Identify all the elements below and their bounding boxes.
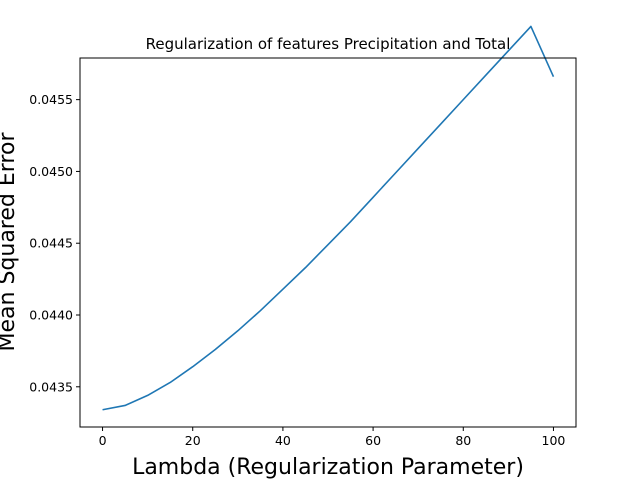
y-axis-ticks: 0.0435 0.0440 0.0445 0.0450 0.0455 — [29, 92, 80, 394]
x-tick-label: 60 — [365, 433, 381, 448]
chart-title: Regularization of features Precipitation… — [146, 35, 511, 53]
plot-marks — [102, 25, 555, 411]
y-tick-label: 0.0440 — [29, 308, 73, 323]
y-tick-label: 0.0435 — [29, 379, 73, 394]
x-axis-ticks: 0 20 40 60 80 100 — [99, 427, 566, 448]
plot-area — [80, 58, 576, 427]
y-axis-label: Mean Squared Error — [0, 132, 20, 352]
series-line — [102, 25, 555, 411]
x-tick-label: 20 — [185, 433, 201, 448]
x-axis-label: Lambda (Regularization Parameter) — [132, 455, 524, 480]
x-tick-label: 100 — [542, 433, 566, 448]
plot-frame — [79, 57, 577, 428]
y-tick-label: 0.0450 — [29, 164, 73, 179]
x-tick-label: 80 — [455, 433, 471, 448]
y-tick-label: 0.0445 — [29, 236, 73, 251]
y-tick-label: 0.0455 — [29, 92, 73, 107]
x-tick-label: 40 — [275, 433, 291, 448]
x-tick-label: 0 — [99, 433, 107, 448]
